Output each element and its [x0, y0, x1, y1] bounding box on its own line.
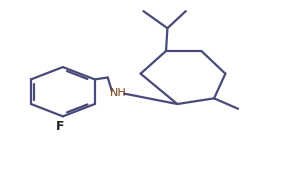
Text: NH: NH	[110, 88, 126, 98]
Text: F: F	[56, 120, 64, 133]
